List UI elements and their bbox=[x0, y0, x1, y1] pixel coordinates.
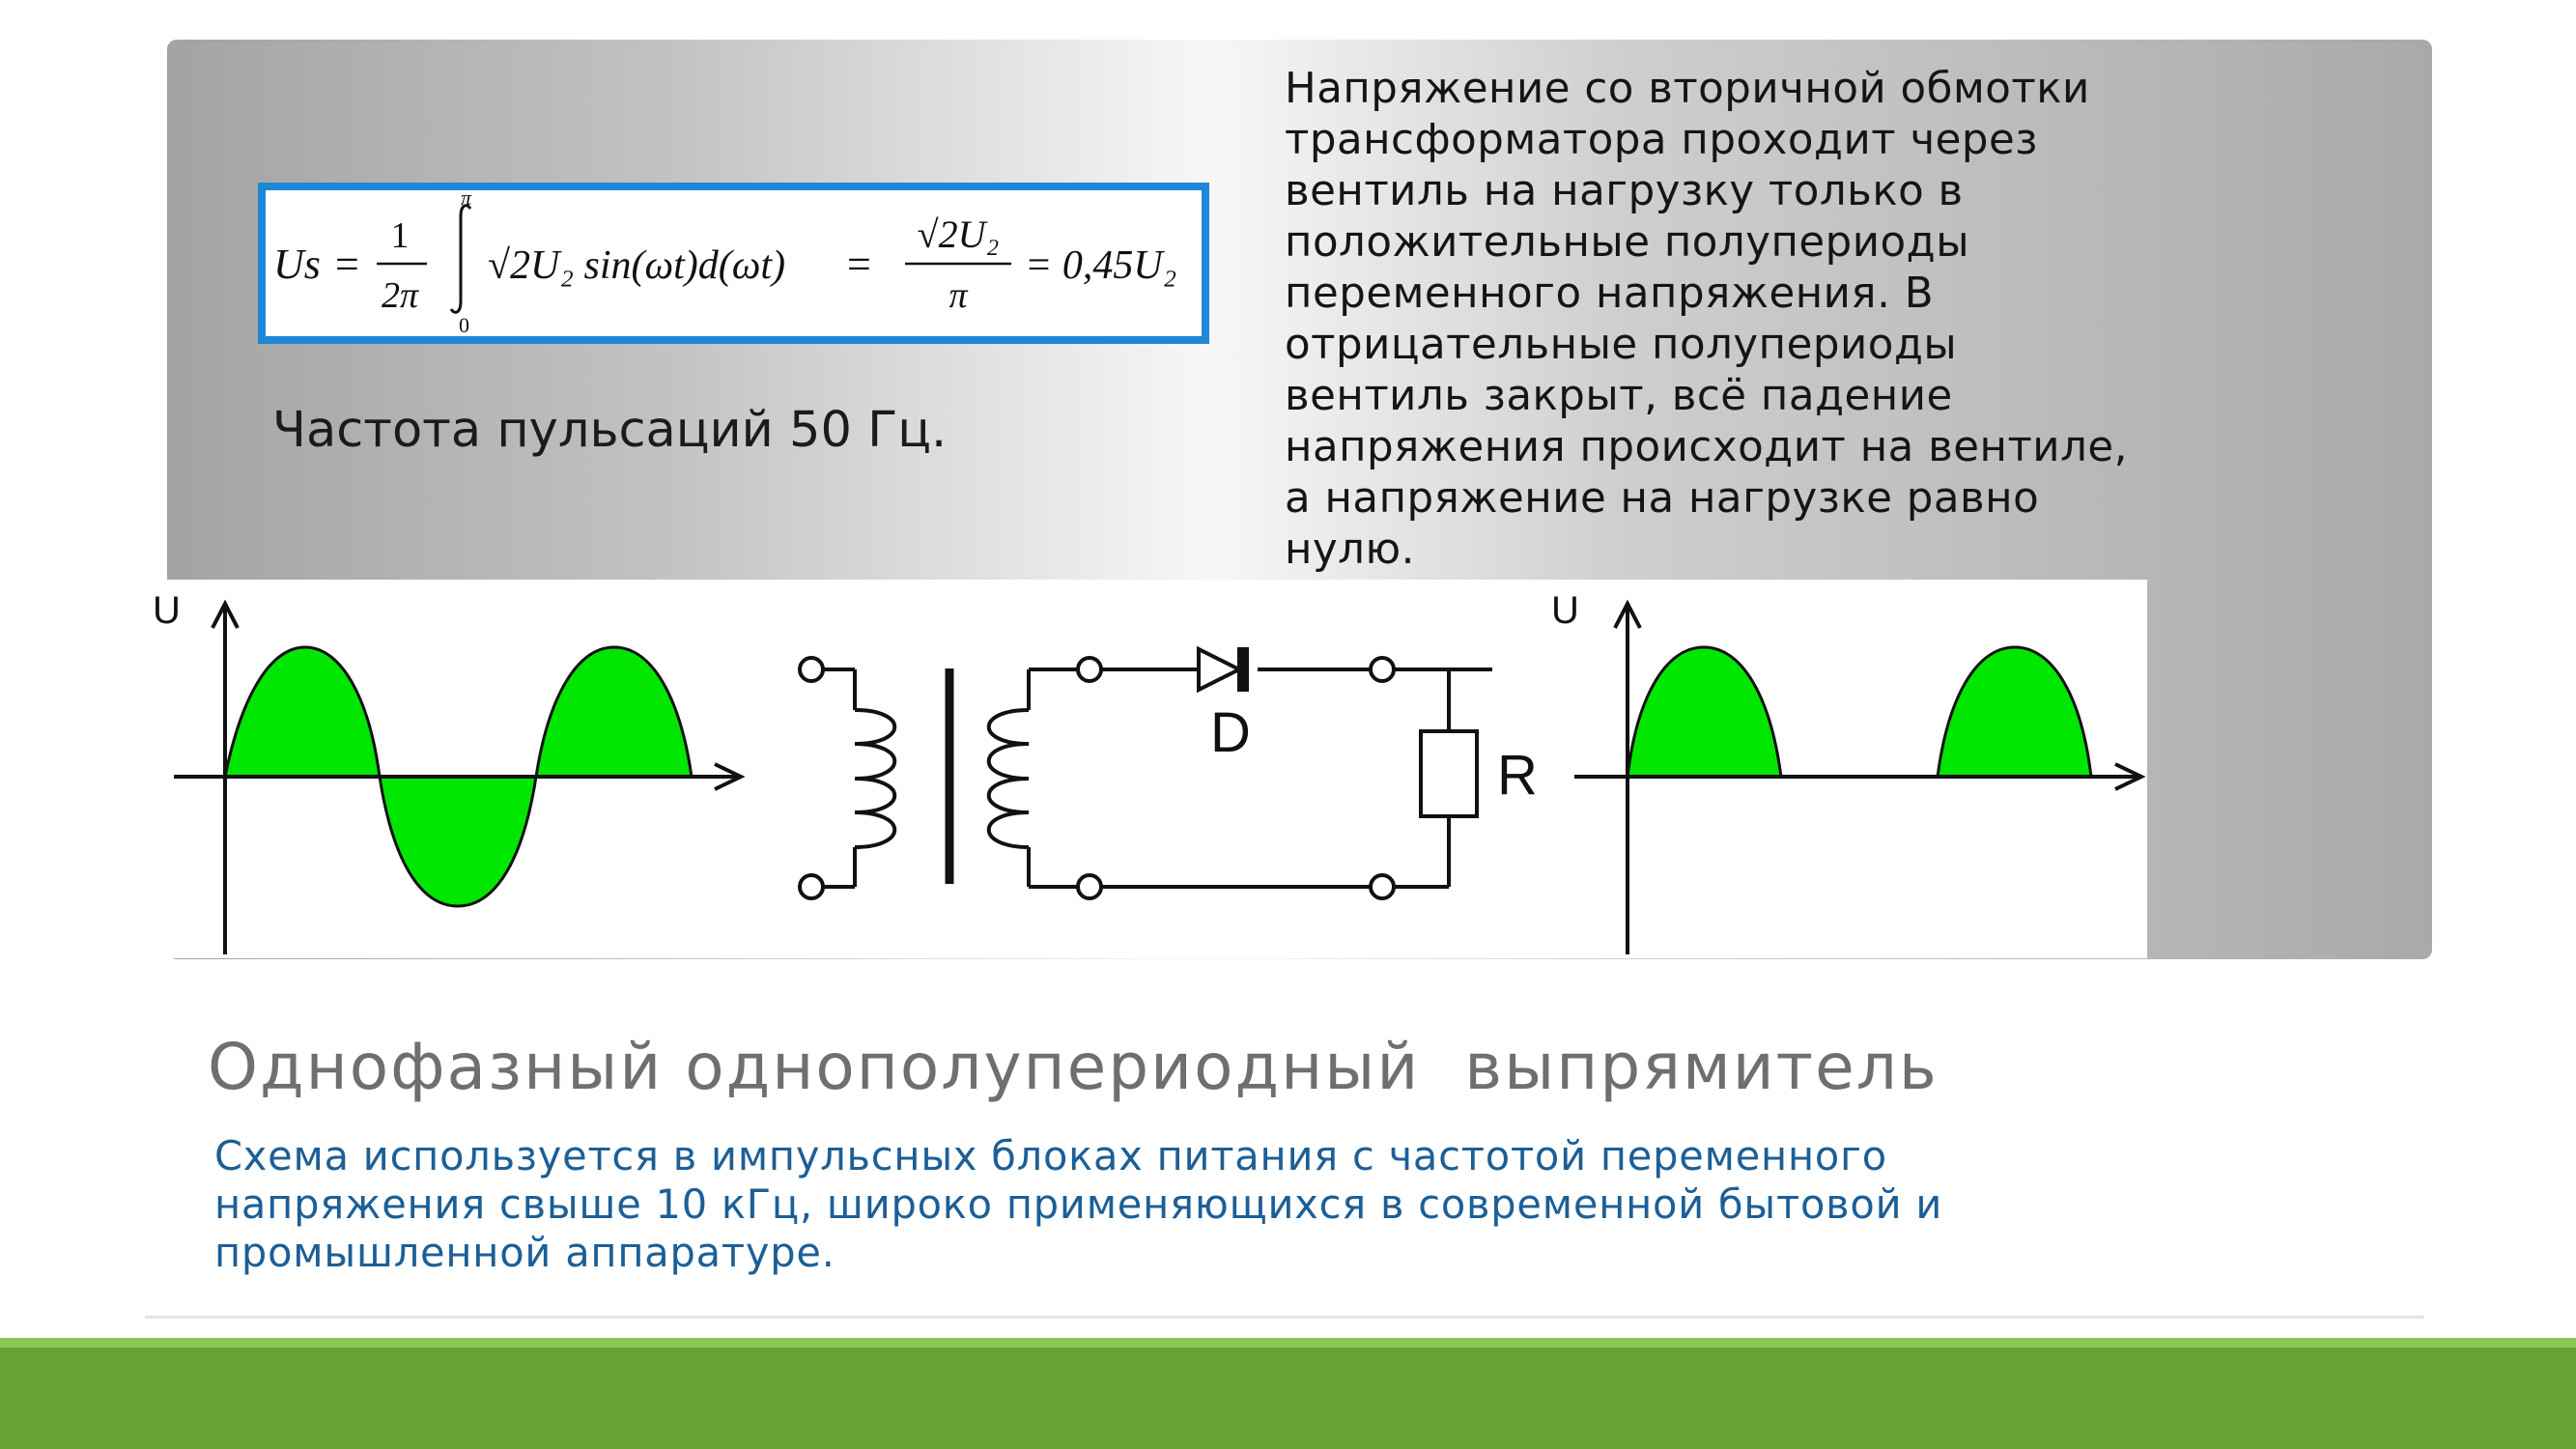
input-y-arrow bbox=[211, 599, 240, 629]
formula-integrand: √2U₂ sin(ωt)d(ωt) bbox=[488, 243, 785, 288]
input-wave-pos-a bbox=[223, 645, 382, 779]
formula-box: Us = 1 2π π 0 √2U₂ sin(ωt)d(ωt) = √2U₂ π… bbox=[258, 183, 1209, 344]
divider-line bbox=[145, 1316, 2424, 1319]
input-terminal-top bbox=[798, 656, 825, 683]
input-wave-pos-b bbox=[534, 645, 694, 779]
input-axis-label: U bbox=[153, 589, 181, 632]
load-terminal-bottom bbox=[1369, 873, 1396, 900]
output-axis-label: U bbox=[1551, 589, 1579, 632]
secondary-coil bbox=[986, 708, 1030, 849]
resistor-symbol bbox=[1419, 729, 1479, 818]
formula: Us = 1 2π π 0 √2U₂ sin(ωt)d(ωt) = √2U₂ π… bbox=[273, 191, 1176, 336]
output-wave-pos-a bbox=[1626, 645, 1783, 779]
output-y-arrow bbox=[1613, 599, 1642, 629]
diode-symbol bbox=[1197, 645, 1244, 694]
secondary-terminal-top bbox=[1076, 656, 1103, 683]
terminals bbox=[798, 656, 1396, 900]
diode-label: D bbox=[1210, 701, 1251, 764]
secondary-terminal-bottom bbox=[1076, 873, 1103, 900]
integral-sign bbox=[449, 203, 472, 314]
output-wave-pos-b bbox=[1936, 645, 2093, 779]
footer-bar bbox=[0, 1338, 2576, 1449]
formula-frac2-num: √2U₂ bbox=[918, 213, 1000, 256]
formula-int-lower: 0 bbox=[459, 313, 469, 336]
input-terminal-bottom bbox=[798, 873, 825, 900]
resistor-label: R bbox=[1497, 744, 1538, 807]
description-text: Напряжение со вторичной обмотки трансфор… bbox=[1285, 65, 2128, 574]
rectifier-diagram-svg: U bbox=[153, 589, 2146, 954]
input-waveform-graph: U bbox=[153, 589, 746, 954]
input-wave-neg bbox=[378, 775, 538, 908]
formula-frac-num: 1 bbox=[391, 215, 410, 256]
output-x-arrow bbox=[2114, 762, 2146, 791]
formula-frac2-den: π bbox=[948, 275, 968, 316]
circuit-diagram: U bbox=[135, 580, 2147, 958]
formula-eq: = bbox=[335, 241, 359, 288]
frequency-text: Частота пульсаций 50 Гц. bbox=[272, 402, 948, 459]
output-waveform-graph: U bbox=[1551, 589, 2146, 954]
circuit bbox=[814, 645, 1492, 889]
formula-eq2: = bbox=[847, 241, 871, 288]
formula-frac-den: 2π bbox=[382, 275, 419, 316]
formula-result: = 0,45U₂ bbox=[1025, 243, 1176, 288]
input-x-arrow bbox=[714, 762, 746, 791]
load-terminal-top bbox=[1369, 656, 1396, 683]
formula-lhs: Us bbox=[273, 241, 321, 288]
primary-coil bbox=[854, 708, 897, 849]
slide-title: Однофазный однополупериодный выпрямитель bbox=[208, 1030, 1939, 1104]
usage-note: Схема используется в импульсных блоках п… bbox=[214, 1132, 1943, 1276]
formula-int-upper: π bbox=[461, 191, 472, 210]
